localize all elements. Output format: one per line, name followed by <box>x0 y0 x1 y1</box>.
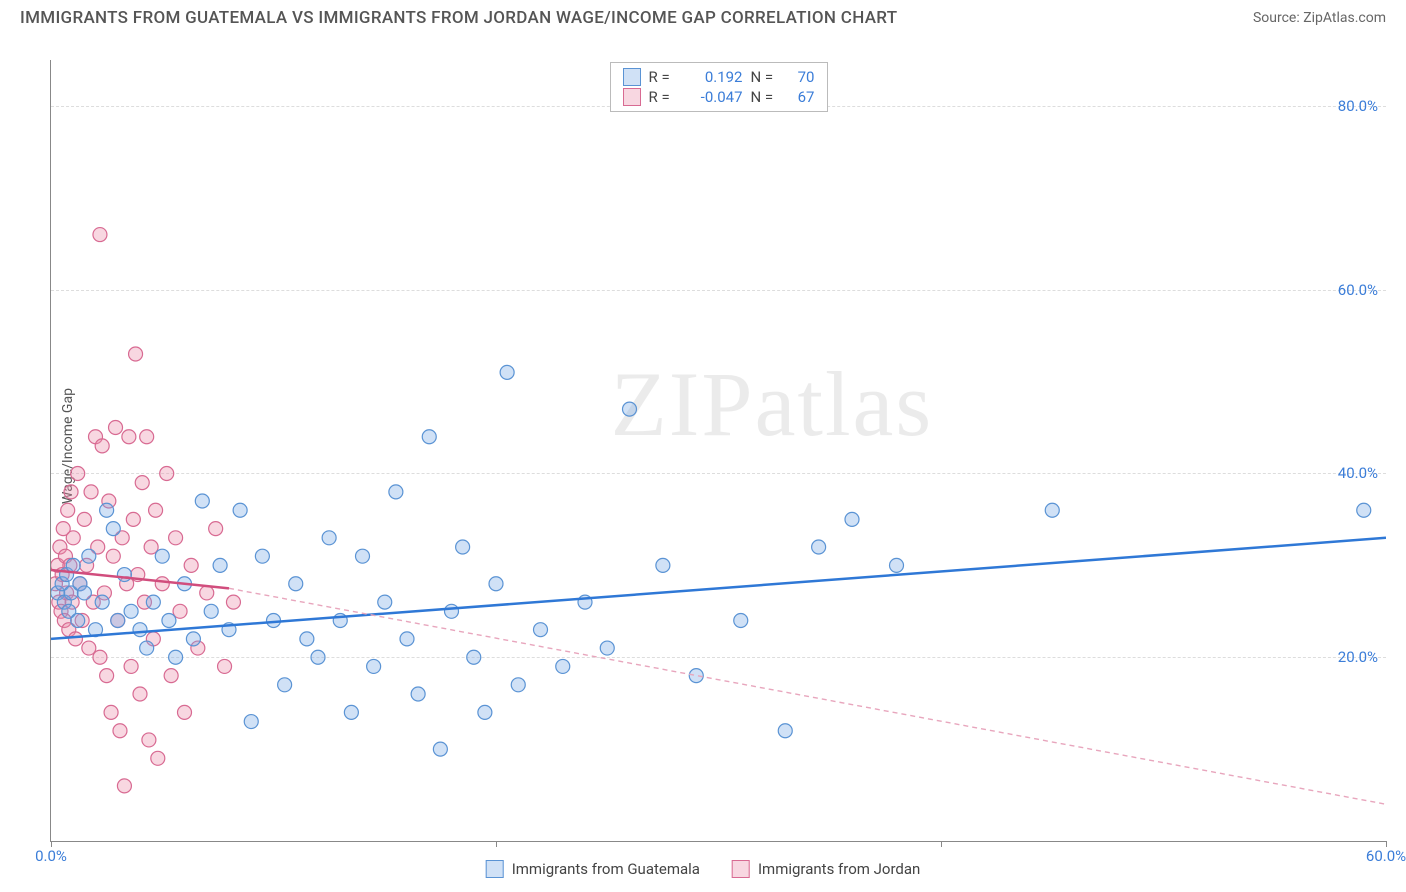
legend-item-2: Immigrants from Jordan <box>732 860 920 878</box>
n-label: N = <box>751 68 779 86</box>
legend-label-1: Immigrants from Guatemala <box>512 860 700 878</box>
x-tick-label: 60.0% <box>1366 847 1406 865</box>
r-value-1: 0.192 <box>685 68 743 86</box>
swatch-icon <box>623 68 641 86</box>
x-tick-label: 0.0% <box>35 847 67 865</box>
scatter-svg <box>51 60 1386 841</box>
legend-item-1: Immigrants from Guatemala <box>486 860 700 878</box>
chart-plot-area: ZIPatlas R = 0.192 N = 70 R = -0.047 N =… <box>50 60 1386 842</box>
n-label: N = <box>751 88 779 106</box>
chart-header: IMMIGRANTS FROM GUATEMALA VS IMMIGRANTS … <box>0 0 1406 32</box>
n-value-2: 67 <box>787 88 815 106</box>
bottom-legend: Immigrants from Guatemala Immigrants fro… <box>486 860 921 878</box>
swatch-icon <box>732 860 750 878</box>
n-value-1: 70 <box>787 68 815 86</box>
legend-label-2: Immigrants from Jordan <box>758 860 920 878</box>
r-value-2: -0.047 <box>685 88 743 106</box>
source-label: Source: ZipAtlas.com <box>1253 10 1386 26</box>
swatch-icon <box>623 88 641 106</box>
swatch-icon <box>486 860 504 878</box>
chart-title: IMMIGRANTS FROM GUATEMALA VS IMMIGRANTS … <box>20 8 897 28</box>
r-label: R = <box>649 88 677 106</box>
stats-row-series2: R = -0.047 N = 67 <box>623 87 815 107</box>
stats-row-series1: R = 0.192 N = 70 <box>623 67 815 87</box>
stats-legend-box: R = 0.192 N = 70 R = -0.047 N = 67 <box>610 62 828 112</box>
r-label: R = <box>649 68 677 86</box>
